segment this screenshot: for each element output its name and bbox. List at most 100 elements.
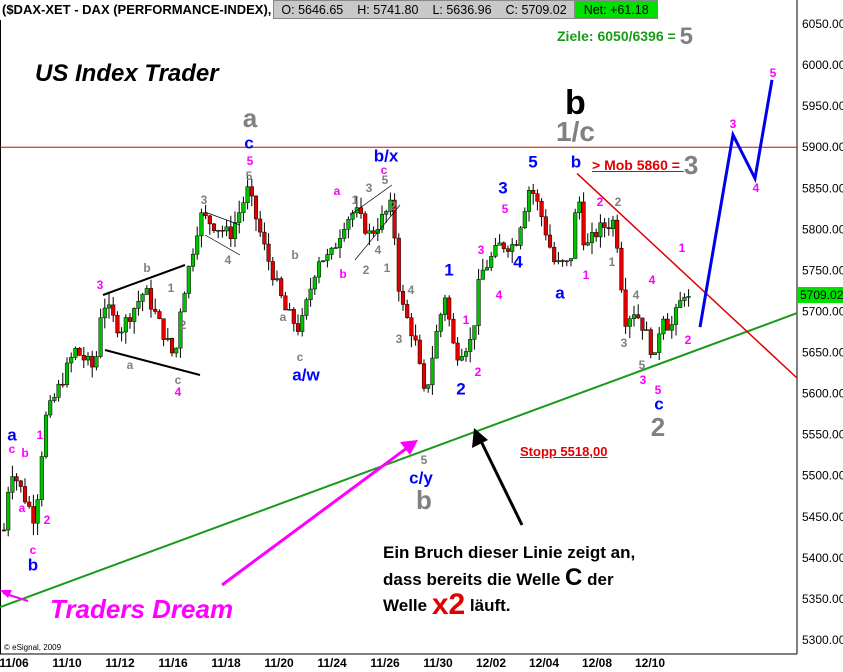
x-tick-label: 11/16 [158, 656, 188, 670]
wave-label: 1 [383, 261, 391, 275]
candle-body [106, 304, 112, 309]
projection-path [698, 79, 774, 328]
candle-body [636, 314, 641, 319]
candle-body [644, 329, 649, 331]
candle-body [518, 227, 523, 246]
candle-body [90, 355, 95, 368]
wave-label: 4 [752, 181, 760, 195]
candle-body [430, 357, 435, 386]
candle-body [568, 258, 574, 262]
candle-body [283, 295, 288, 311]
wave-label: 2 [389, 199, 397, 213]
wave-label: 1 [36, 428, 44, 442]
big-wave-b: b [565, 84, 586, 122]
candle-body [279, 278, 284, 297]
wave-label: a [279, 310, 287, 324]
candle-body [274, 278, 280, 281]
candle-body [337, 238, 343, 248]
candle-body [316, 261, 322, 278]
candle-body [325, 254, 330, 261]
candle-body [405, 304, 410, 318]
candle-body [531, 190, 536, 194]
candle-body [224, 226, 229, 232]
candle-body [346, 218, 351, 230]
y-tick-label: 5700.00 [802, 304, 843, 318]
candle-body [174, 347, 179, 354]
y-tick-label: 5950.00 [802, 99, 843, 113]
x-tick-label: 11/20 [264, 656, 294, 670]
wave-label: 1 [582, 268, 590, 282]
candle-body [270, 261, 275, 281]
wave-label: a [7, 425, 17, 445]
candle-body [253, 195, 259, 220]
candle-body [598, 222, 603, 238]
wave-label: 1 [351, 193, 359, 207]
candle-body [640, 317, 645, 331]
candle-body [123, 317, 128, 333]
last-price-label: 5709.02 [800, 288, 843, 302]
chart-header: ($DAX-XET - DAX (PERFORMANCE-INDEX), O: … [0, 0, 658, 19]
close-value: C: 5709.02 [505, 2, 567, 17]
wave-label: 5 [501, 202, 509, 216]
y-tick-label: 5600.00 [802, 387, 843, 401]
candle-body [384, 211, 389, 215]
wave-label: b [291, 248, 299, 262]
candle-body [195, 235, 200, 255]
y-tick-label: 5650.00 [802, 346, 843, 360]
note-line-3c: läuft. [465, 596, 511, 615]
candle-body [552, 246, 557, 263]
candle-body [245, 186, 250, 203]
candle-body [216, 229, 221, 232]
wave-label: c [296, 350, 304, 364]
candle-body [94, 356, 99, 368]
candle-body [535, 193, 540, 202]
candle-body [447, 297, 452, 320]
y-tick-label: 5450.00 [802, 510, 843, 524]
y-tick-label: 5550.00 [802, 428, 843, 442]
wave-label: 3 [639, 373, 647, 387]
wave-label: 3 [200, 193, 208, 207]
note-line-2a: dass bereits die Welle [383, 570, 566, 589]
candle-body [56, 383, 61, 398]
wave-label: 2 [43, 513, 51, 527]
wave-label: c [29, 543, 37, 557]
y-tick-label: 5850.00 [802, 181, 843, 195]
candle-body [409, 317, 414, 337]
candle-body [157, 311, 162, 319]
x-tick-label: 11/12 [105, 656, 135, 670]
candle-body [652, 352, 658, 355]
note-line-2c: der [582, 570, 614, 589]
wave-label: 2 [474, 365, 482, 379]
candle-body [560, 260, 565, 262]
candle-body [136, 301, 141, 309]
candle-body [434, 331, 439, 359]
candle-body [207, 215, 212, 225]
wave-label: 3 [498, 178, 508, 198]
candle-body [442, 297, 448, 315]
candle-body [165, 338, 170, 340]
candle-body [321, 260, 326, 263]
wave-label: 2 [456, 379, 466, 399]
low-value: L: 5636.96 [432, 2, 492, 17]
wave-label: c [380, 163, 388, 177]
wave-label: 3 [477, 243, 485, 257]
wave-label: b [143, 261, 151, 275]
candle-body [468, 339, 473, 352]
candle-body [421, 363, 427, 389]
candle-body [287, 309, 292, 311]
candle-body [417, 339, 422, 364]
traders-dream-text: Traders Dream [50, 594, 234, 624]
note-line-3a: Welle [383, 596, 432, 615]
candle-body [510, 244, 515, 252]
candle-body [514, 244, 519, 246]
wave-label: b [339, 267, 347, 281]
candle-body [237, 212, 242, 223]
candle-body [682, 296, 687, 301]
candle-body [190, 253, 196, 267]
y-tick-label: 5500.00 [802, 469, 843, 483]
candle-body [564, 260, 569, 263]
candle-body [577, 201, 582, 213]
wave-label: 3 [365, 181, 373, 195]
wave-label: 1 [462, 313, 470, 327]
